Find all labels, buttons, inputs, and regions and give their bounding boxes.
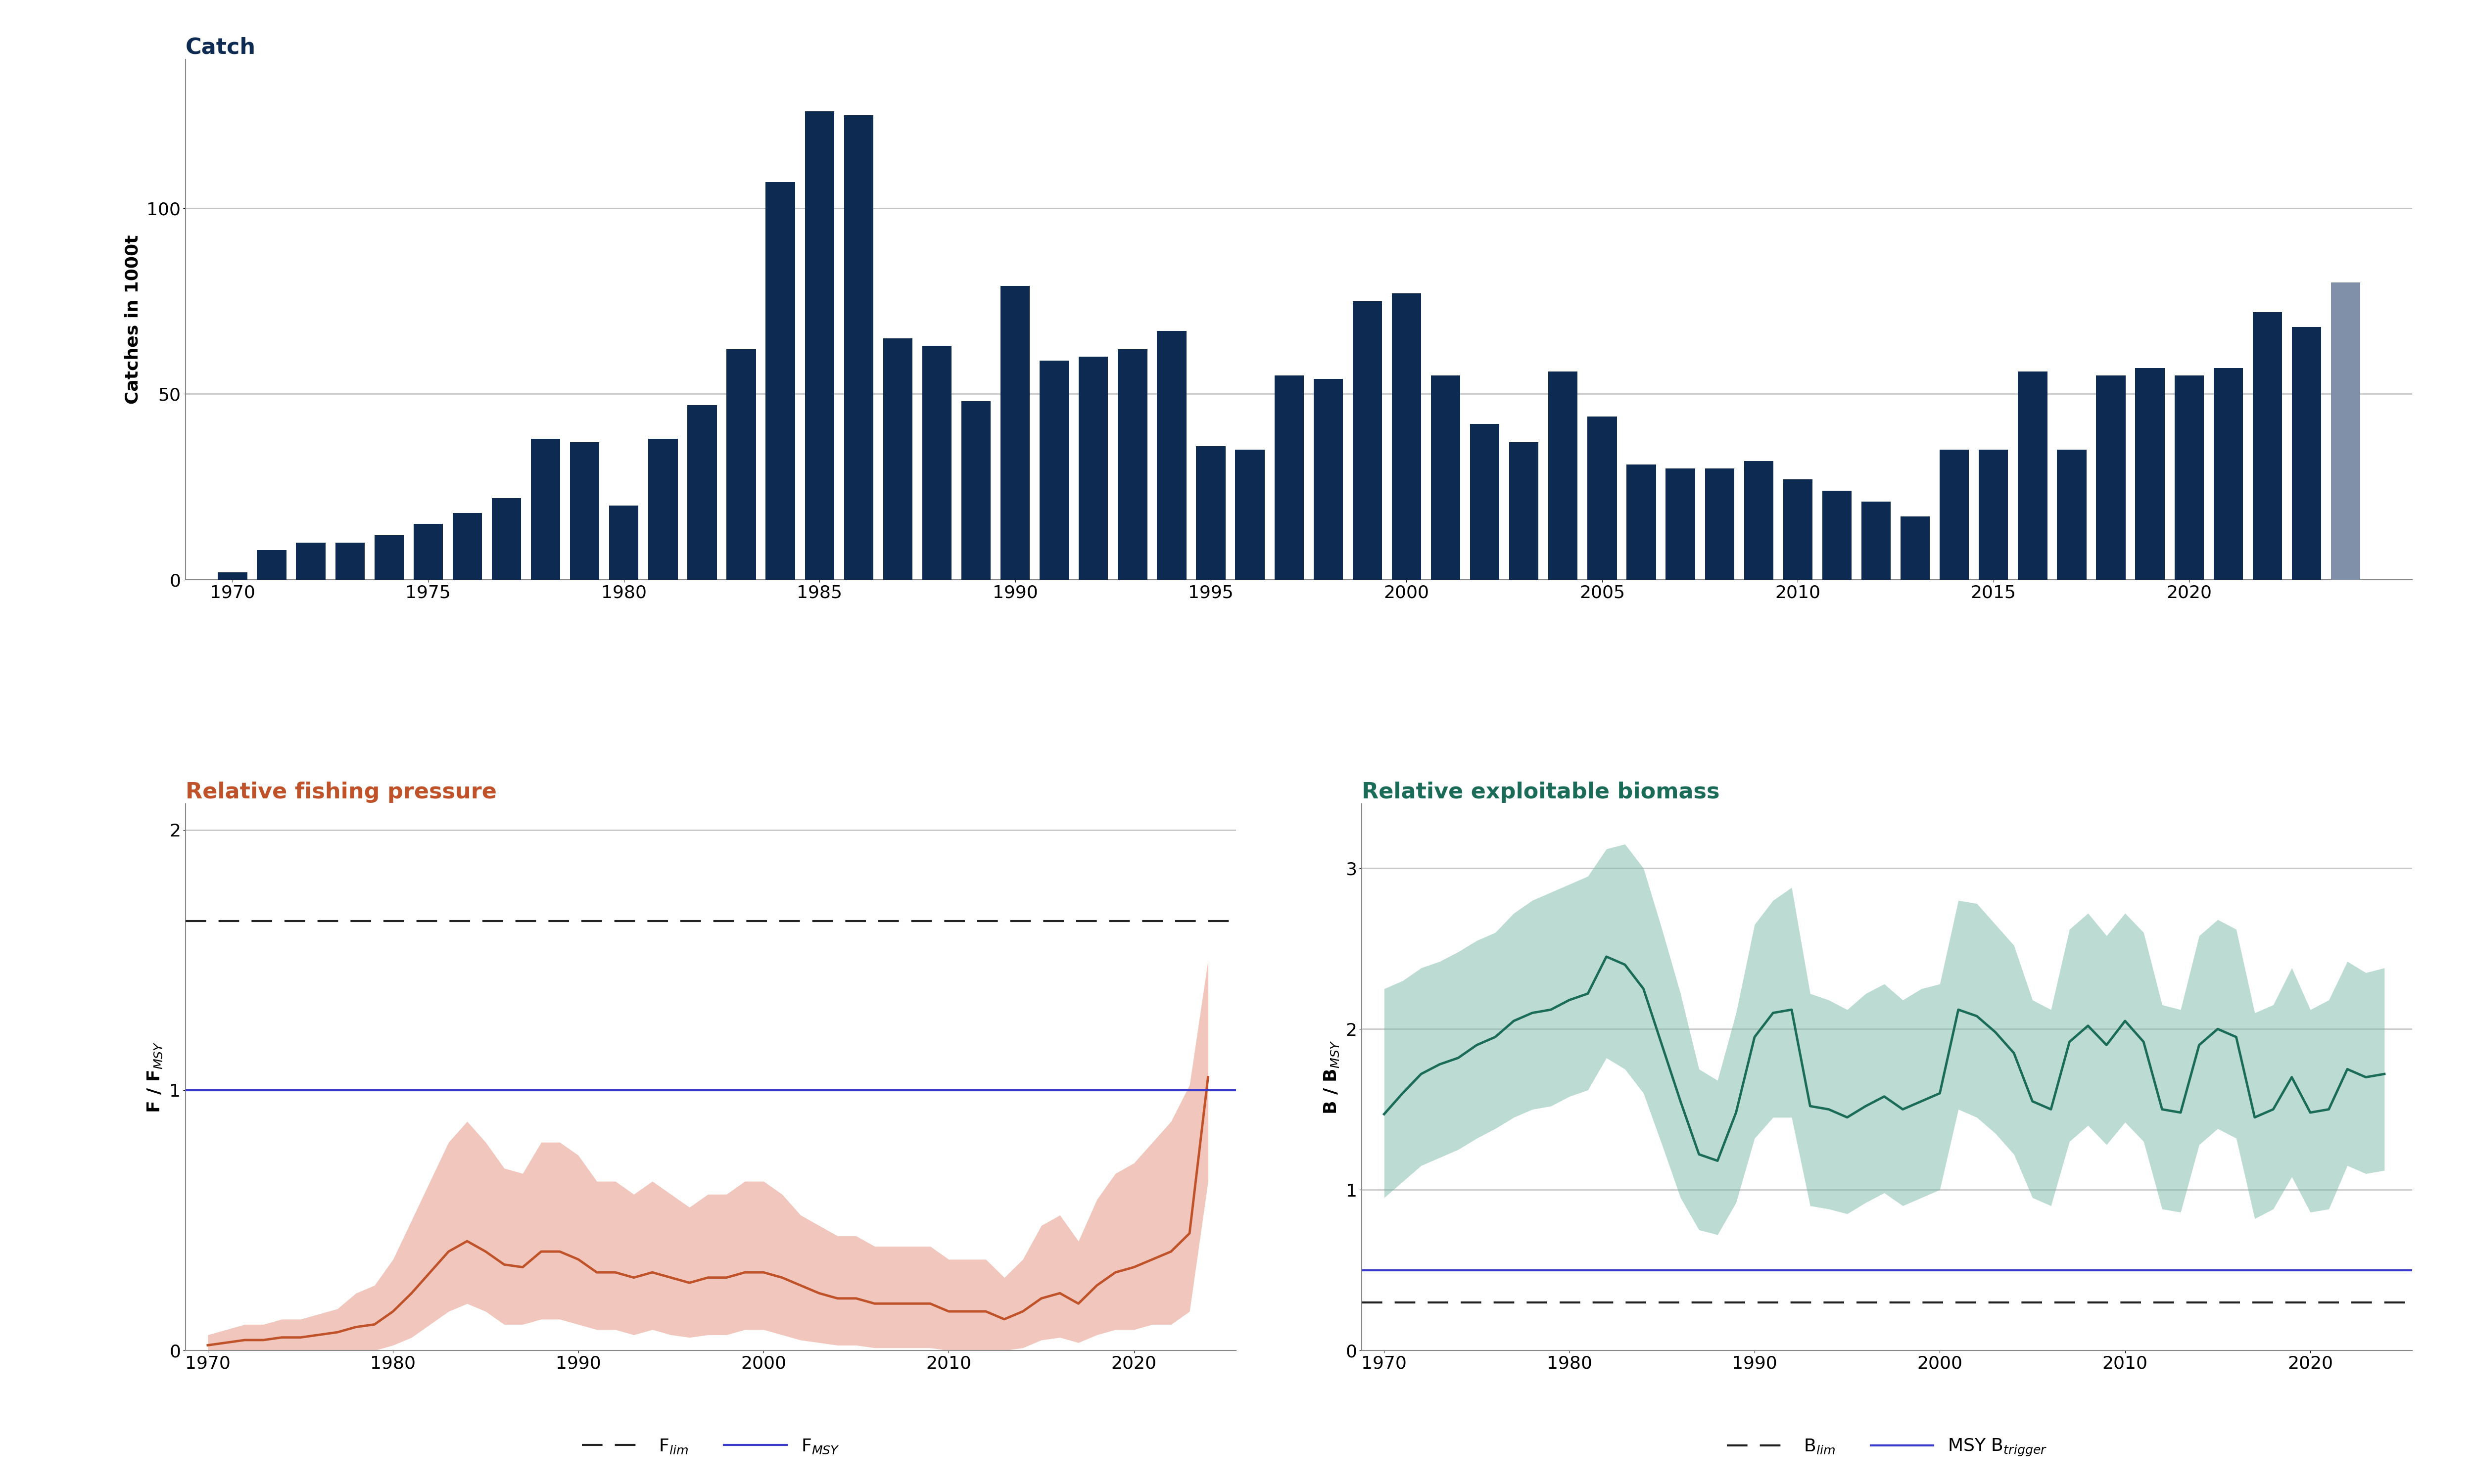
Bar <box>883 338 913 580</box>
Bar <box>1393 294 1420 580</box>
Bar <box>1665 469 1695 580</box>
Bar <box>569 442 599 580</box>
Bar <box>688 405 717 580</box>
Bar <box>413 524 443 580</box>
Bar <box>1079 356 1108 580</box>
Bar <box>2291 326 2321 580</box>
Bar <box>1940 450 1969 580</box>
Bar <box>1860 502 1890 580</box>
Bar <box>2175 375 2204 580</box>
Bar <box>336 543 364 580</box>
Bar <box>1705 469 1734 580</box>
Bar <box>1353 301 1383 580</box>
Bar <box>1744 462 1774 580</box>
Bar <box>764 183 794 580</box>
Bar <box>2331 282 2360 580</box>
Bar <box>1274 375 1304 580</box>
Bar <box>2056 450 2086 580</box>
Bar <box>1158 331 1188 580</box>
Bar <box>1588 417 1618 580</box>
Y-axis label: Catches in 1000t: Catches in 1000t <box>124 234 141 404</box>
Bar <box>727 349 757 580</box>
Bar <box>804 111 834 580</box>
Bar <box>1235 450 1264 580</box>
Bar <box>1900 516 1930 580</box>
Bar <box>2019 371 2048 580</box>
Bar <box>257 551 287 580</box>
Bar <box>2214 368 2244 580</box>
Bar <box>2095 375 2125 580</box>
Bar <box>1823 491 1851 580</box>
Text: Relative fishing pressure: Relative fishing pressure <box>186 782 497 803</box>
Bar <box>2254 312 2281 580</box>
Bar <box>1549 371 1578 580</box>
Bar <box>1509 442 1539 580</box>
Y-axis label: F / F$_{MSY}$: F / F$_{MSY}$ <box>146 1042 163 1113</box>
Bar <box>374 536 403 580</box>
Bar <box>1118 349 1148 580</box>
Bar <box>532 439 559 580</box>
Bar <box>1784 479 1813 580</box>
Bar <box>923 346 952 580</box>
Bar <box>2135 368 2165 580</box>
Bar <box>1314 378 1343 580</box>
Bar <box>218 573 247 580</box>
Bar <box>1039 361 1069 580</box>
Bar <box>1979 450 2009 580</box>
Bar <box>453 513 482 580</box>
Bar <box>492 499 522 580</box>
Bar <box>297 543 327 580</box>
Bar <box>1470 424 1499 580</box>
Bar <box>844 116 873 580</box>
Bar <box>1195 447 1225 580</box>
Y-axis label: B / B$_{MSY}$: B / B$_{MSY}$ <box>1324 1040 1341 1114</box>
Bar <box>648 439 678 580</box>
Bar <box>1430 375 1460 580</box>
Legend: B$_{lim}$, MSY B$_{trigger}$: B$_{lim}$, MSY B$_{trigger}$ <box>1719 1431 2053 1465</box>
Bar <box>609 506 638 580</box>
Text: Relative exploitable biomass: Relative exploitable biomass <box>1361 782 1719 803</box>
Bar <box>962 401 990 580</box>
Bar <box>1625 464 1655 580</box>
Text: Catch: Catch <box>186 37 255 58</box>
Legend: F$_{lim}$, F$_{MSY}$: F$_{lim}$, F$_{MSY}$ <box>574 1431 846 1463</box>
Bar <box>999 286 1029 580</box>
